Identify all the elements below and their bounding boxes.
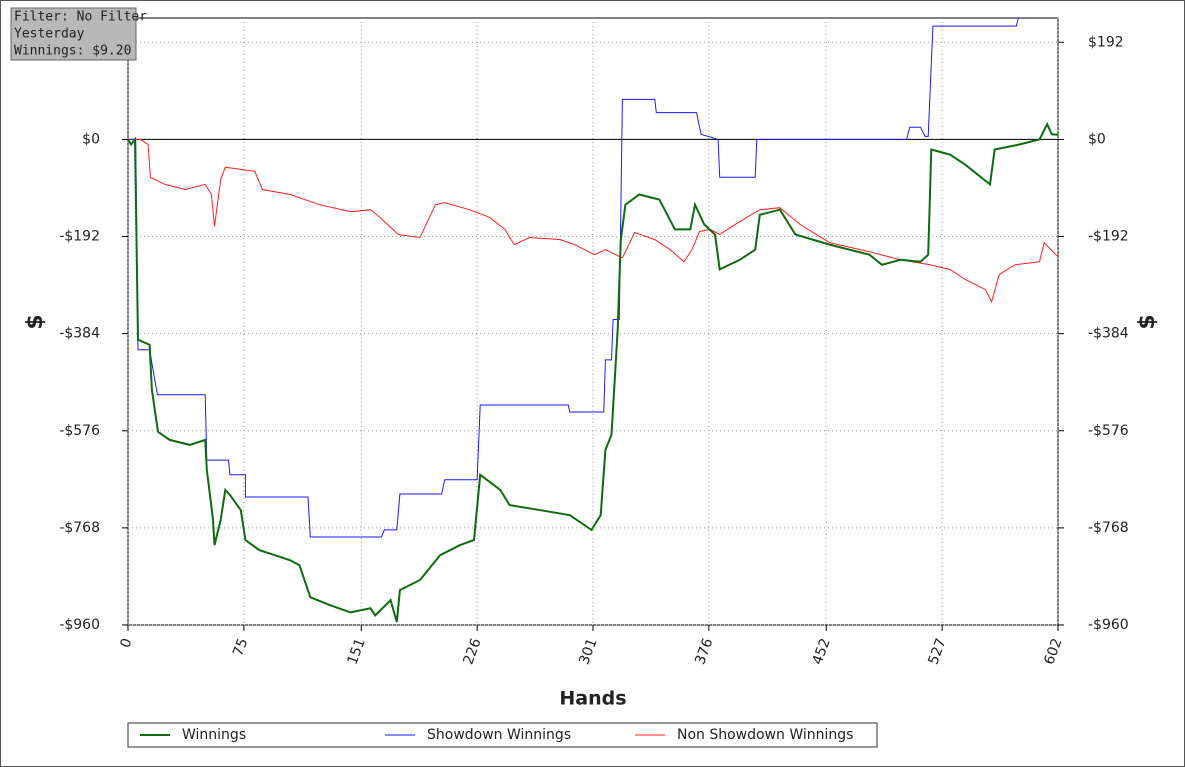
filter-box-bg	[10, 7, 137, 61]
y2-tick-label: -$960	[1088, 617, 1129, 633]
y2-tick-label: -$576	[1088, 423, 1129, 439]
y2-tick-label: -$768	[1088, 520, 1129, 536]
y-tick-label: -$576	[59, 423, 100, 439]
series-line	[128, 18, 1019, 538]
y-tick-label: -$768	[59, 520, 100, 536]
y2-tick-label: $0	[1088, 131, 1106, 147]
y2-tick-label: -$192	[1088, 229, 1129, 245]
y-tick-label: $0	[82, 131, 100, 147]
legend-box	[127, 722, 878, 748]
y2-tick-label: -$384	[1088, 326, 1129, 342]
y-tick-label: -$192	[59, 229, 100, 245]
y2-tick-label: $192	[1088, 34, 1124, 50]
x-tick-label: 75	[230, 636, 251, 658]
y-axis-title: $	[23, 314, 48, 329]
y2-axis-title: $	[1135, 314, 1160, 329]
y-tick-label: -$960	[59, 617, 100, 633]
legend-label: Showdown Winnings	[427, 727, 571, 743]
series-line	[128, 138, 1058, 304]
period-text: Yesterday	[14, 27, 85, 42]
filter-box: Filter: No Filter Yesterday Winnings: $9…	[10, 7, 147, 61]
filter-text: Filter: No Filter	[14, 10, 147, 25]
series-line	[128, 121, 1058, 623]
y-tick-label: -$384	[59, 326, 100, 342]
x-axis-title: Hands	[559, 688, 626, 710]
legend-label: Winnings	[182, 727, 246, 743]
legend-label: Non Showdown Winnings	[677, 727, 853, 743]
legend: Winnings Showdown Winnings Non Showdown Wi…	[127, 722, 878, 748]
winnings-text: Winnings: $9.20	[14, 44, 131, 59]
